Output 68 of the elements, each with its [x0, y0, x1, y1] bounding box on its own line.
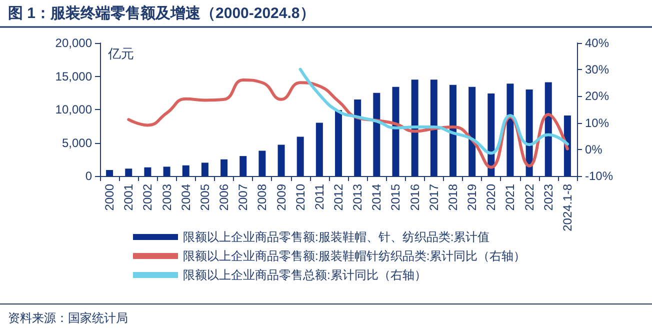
chart-title: 图 1：服装终端零售额及增速（2000-2024.8） [8, 4, 315, 22]
x-tick-label: 2008 [255, 184, 270, 211]
x-tick-label: 2001 [122, 184, 136, 211]
x-tick-label: 2021 [503, 184, 518, 211]
x-tick-label: 2004 [178, 184, 193, 211]
y2-tick-label: 0% [585, 142, 603, 156]
bar [335, 110, 342, 176]
bar [144, 167, 152, 176]
legend-label: 限额以上企业商品零售额:服装鞋帽、针、纺织品类:累计值 [183, 230, 490, 244]
bar [182, 165, 190, 176]
bar [220, 159, 228, 176]
y-tick-label: 20,000 [55, 36, 92, 50]
y-tick-label: 10,000 [55, 102, 92, 116]
x-tick-label: 2015 [388, 184, 403, 211]
x-tick-label: 2018 [446, 184, 460, 211]
x-tick-label: 2020 [484, 184, 498, 211]
x-tick-label: 2005 [198, 184, 212, 211]
y2-tick-label: 10% [585, 116, 610, 130]
line-series [298, 68, 569, 155]
bar [106, 170, 114, 176]
bar [564, 115, 571, 176]
bar [240, 156, 247, 176]
x-tick-label: 2003 [160, 184, 174, 211]
x-tick-label: 2002 [140, 184, 155, 211]
bar [163, 166, 170, 176]
x-tick-label: 2013 [350, 184, 365, 211]
bar [506, 84, 514, 176]
y2-tick-label: -10% [585, 169, 614, 183]
bar [488, 94, 495, 176]
legend-label: 限额以上企业商品零售总额:累计同比（右轴） [183, 268, 426, 282]
y-axis-title: 亿元 [107, 46, 134, 61]
x-tick-label: 2024.1-8 [560, 184, 574, 232]
bar [354, 100, 362, 176]
x-tick-label: 2007 [236, 184, 250, 211]
x-tick-label: 2019 [465, 184, 480, 211]
x-tick-label: 2010 [293, 184, 308, 211]
x-tick-label: 2006 [217, 184, 232, 211]
bar [430, 80, 438, 176]
y-tick-label: 5,000 [62, 136, 92, 150]
text: 资料来源：国家统计局 [8, 311, 128, 325]
bar [526, 90, 533, 176]
y-tick-label: 0 [85, 169, 92, 183]
x-tick-label: 2017 [426, 184, 441, 211]
y2-tick-label: 20% [585, 89, 610, 104]
x-tick-label: 2009 [274, 184, 288, 211]
bar [201, 162, 208, 176]
bar [258, 150, 266, 176]
y2-tick-label: 40% [585, 36, 610, 50]
bar [278, 144, 285, 176]
x-tick-label: 2011 [312, 184, 326, 210]
bar [392, 86, 400, 176]
x-tick-label: 2022 [522, 184, 536, 211]
x-tick-label: 2000 [102, 184, 117, 211]
x-tick-label: 2016 [408, 184, 422, 211]
bar [449, 84, 456, 176]
bar [544, 82, 552, 176]
bar [125, 168, 132, 176]
x-tick-label: 2012 [332, 184, 346, 211]
x-tick-label: 2014 [370, 184, 384, 211]
y2-tick-label: 30% [585, 62, 610, 77]
bar [316, 122, 323, 176]
legend-label: 限额以上企业商品零售额:服装鞋帽针纺织品类:累计同比（右轴） [183, 249, 526, 263]
x-tick-label: 2023 [541, 184, 556, 211]
bar [468, 86, 476, 176]
bar [296, 136, 304, 176]
y-tick-label: 15,000 [55, 69, 92, 84]
bar [411, 80, 418, 176]
bar [373, 92, 380, 176]
